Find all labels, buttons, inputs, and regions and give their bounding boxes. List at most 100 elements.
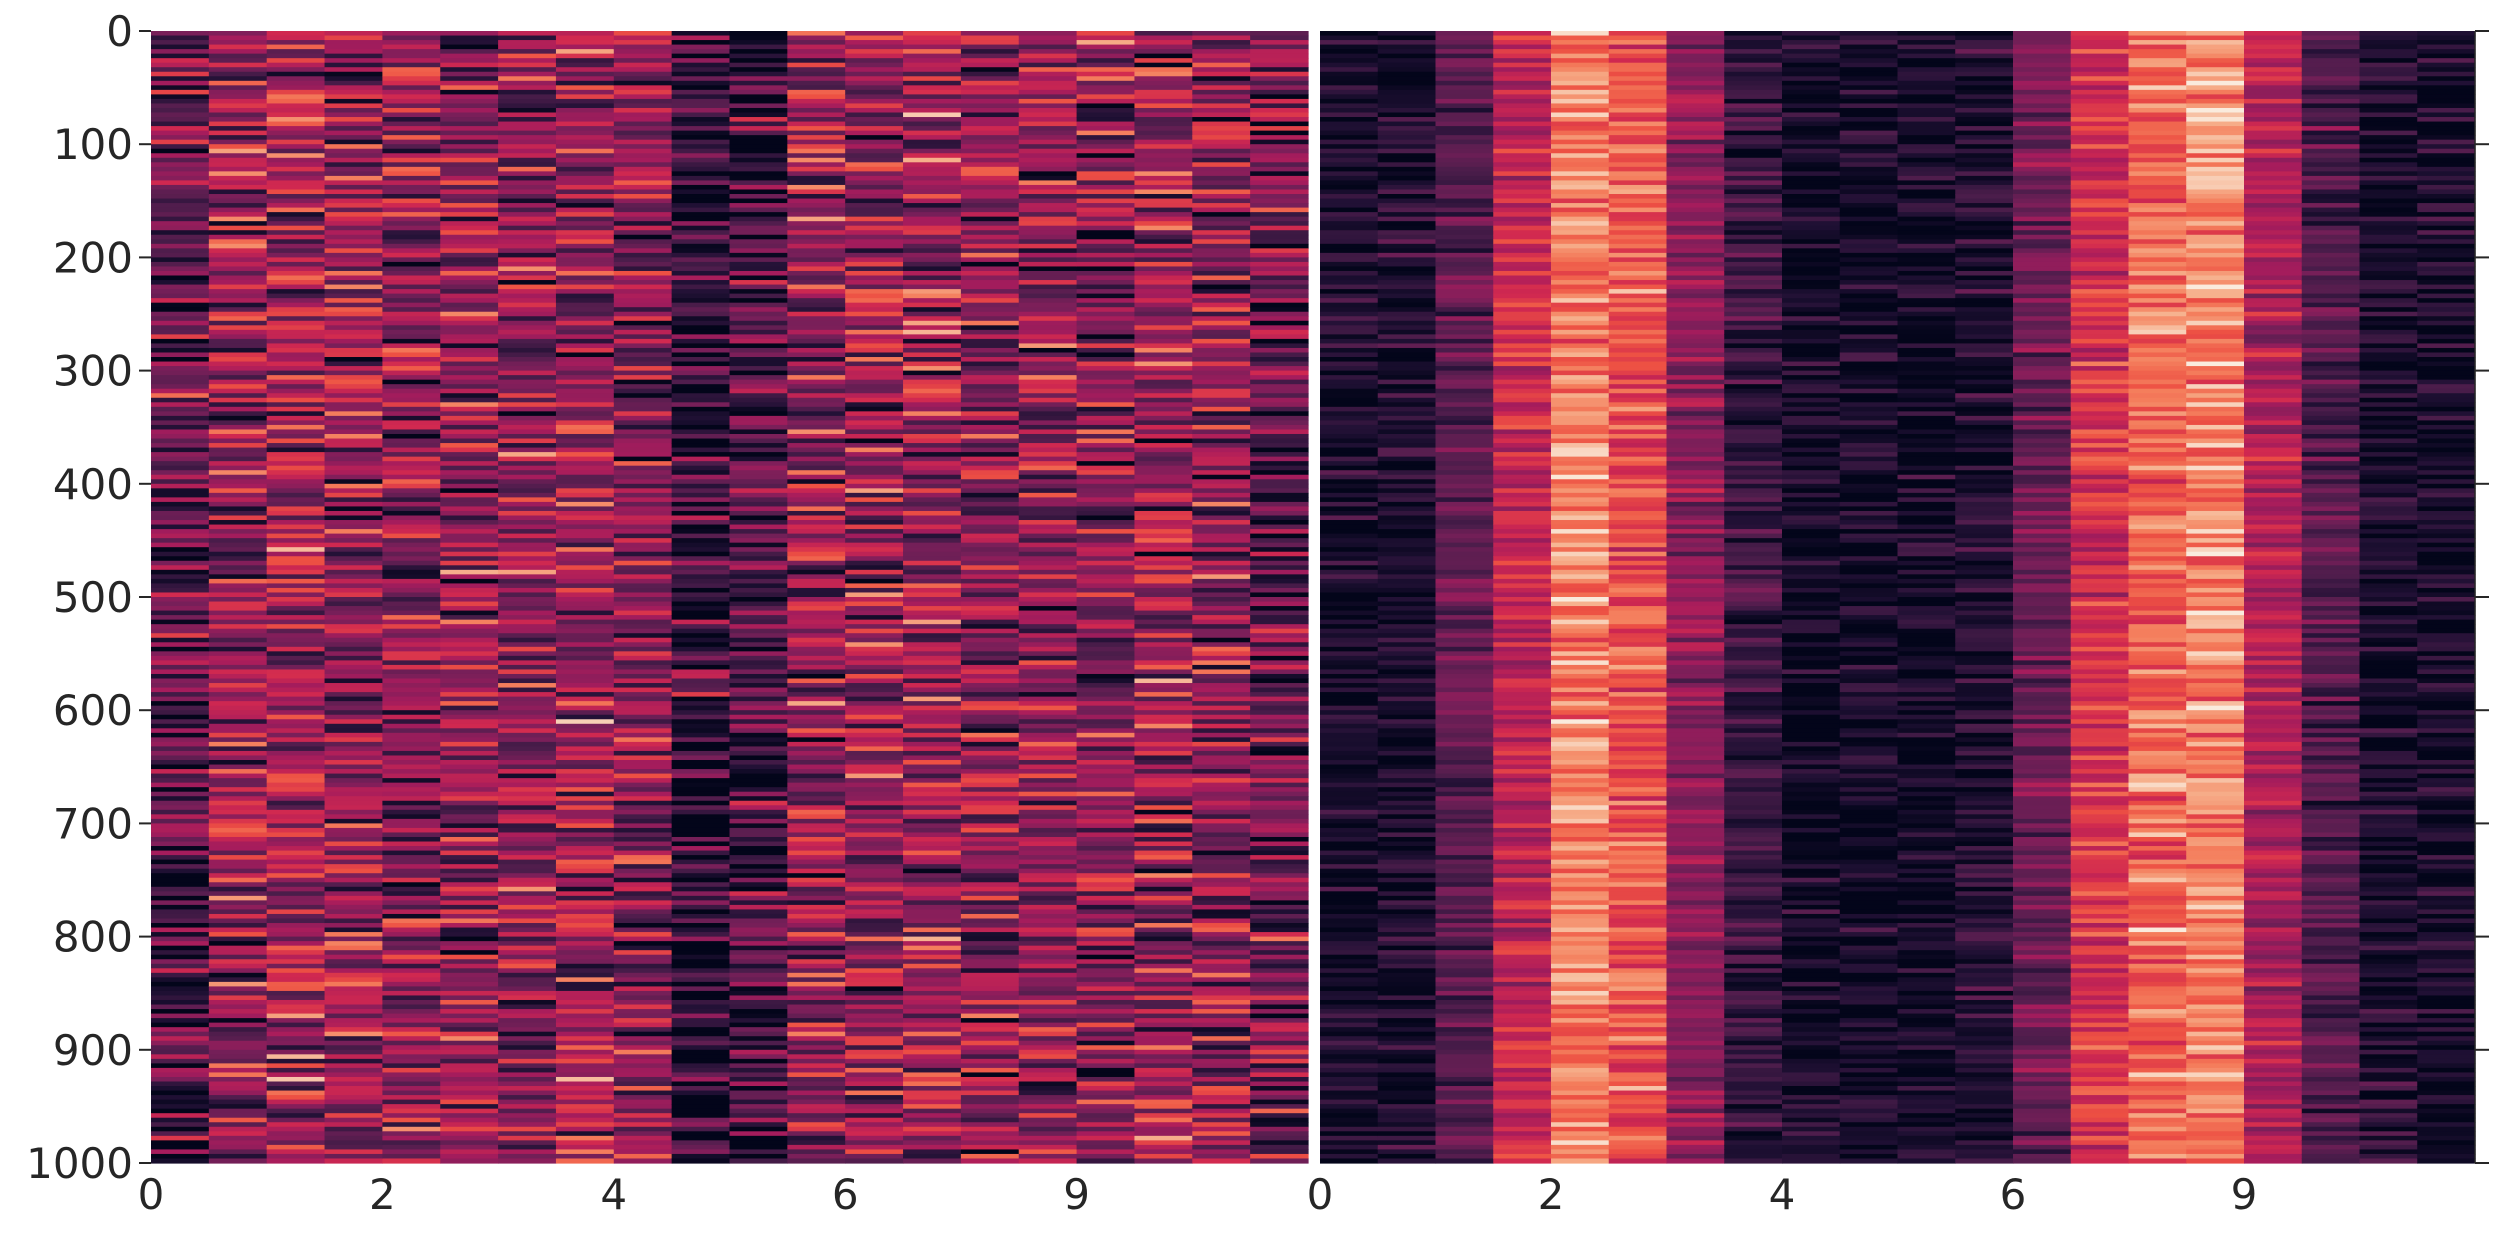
- heatmap-cell: [382, 873, 441, 879]
- heatmap-cell: [1018, 710, 1078, 716]
- heatmap-cell: [498, 805, 557, 811]
- heatmap-cell: [787, 678, 846, 684]
- heatmap-cell: [1018, 461, 1078, 467]
- heatmap-cell: [787, 927, 846, 933]
- heatmap-cell: [1076, 198, 1136, 204]
- heatmap-cell: [382, 741, 441, 748]
- heatmap-cell: [498, 216, 557, 222]
- heatmap-cell: [845, 506, 904, 512]
- heatmap-cell: [1134, 642, 1193, 648]
- heatmap-cell: [498, 941, 557, 947]
- heatmap-cell: [729, 139, 788, 145]
- heatmap-cell: [787, 40, 846, 46]
- heatmap-cell: [498, 927, 557, 933]
- heatmap-cell: [440, 103, 499, 109]
- heatmap-cell: [382, 818, 441, 824]
- heatmap-cell: [671, 1018, 731, 1024]
- heatmap-cell: [787, 424, 846, 431]
- heatmap-cell: [845, 597, 904, 603]
- heatmap-cell: [671, 832, 731, 838]
- heatmap-cell: [613, 624, 673, 630]
- heatmap-cell: [1076, 184, 1136, 191]
- heatmap-cell: [324, 823, 383, 829]
- heatmap-cell: [266, 882, 326, 888]
- heatmap-cell: [1018, 89, 1078, 95]
- heatmap-cell: [555, 619, 615, 625]
- heatmap-cell: [382, 1153, 441, 1160]
- heatmap-cell: [613, 135, 673, 141]
- heatmap-cell: [1076, 886, 1136, 892]
- heatmap-cell: [671, 823, 731, 829]
- heatmap-cell: [1134, 35, 1193, 41]
- heatmap-cell: [266, 171, 326, 177]
- heatmap-cell: [613, 225, 673, 231]
- heatmap-cell: [960, 873, 1020, 879]
- heatmap-cell: [787, 597, 846, 603]
- heatmap-cell: [1134, 447, 1193, 453]
- heatmap-cell: [960, 198, 1020, 204]
- heatmap-cell: [1192, 135, 1251, 141]
- heatmap-cell: [729, 320, 788, 326]
- heatmap-cell: [671, 750, 731, 757]
- heatmap-cell: [498, 1081, 557, 1087]
- heatmap-cell: [903, 1013, 962, 1019]
- heatmap-cell: [903, 470, 962, 476]
- heatmap-cell: [845, 814, 904, 820]
- heatmap-cell: [555, 705, 615, 711]
- heatmap-cell: [671, 705, 731, 711]
- heatmap-cell: [1134, 311, 1193, 317]
- heatmap-cell: [151, 728, 210, 734]
- heatmap-cell: [208, 53, 268, 59]
- heatmap-cell: [266, 551, 326, 557]
- heatmap-cell: [382, 864, 441, 870]
- heatmap-cell: [845, 433, 904, 440]
- heatmap-cell: [382, 1108, 441, 1114]
- heatmap-cell: [903, 465, 962, 471]
- heatmap-cell: [671, 941, 731, 947]
- heatmap-cell: [1018, 261, 1078, 268]
- heatmap-cell: [845, 701, 904, 707]
- heatmap-cell: [151, 366, 210, 372]
- heatmap-cell: [671, 44, 731, 50]
- heatmap-cell: [960, 194, 1020, 200]
- heatmap-cell: [498, 873, 557, 879]
- heatmap-cell: [1250, 107, 1309, 114]
- heatmap-cell: [440, 850, 499, 856]
- heatmap-cell: [324, 212, 383, 218]
- heatmap-cell: [613, 574, 673, 580]
- heatmap-cell: [208, 1140, 268, 1146]
- heatmap-cell: [266, 121, 326, 127]
- heatmap-cell: [787, 1058, 846, 1064]
- heatmap-cell: [960, 1099, 1020, 1105]
- heatmap-cell: [729, 347, 788, 354]
- heatmap-cell: [1250, 705, 1309, 711]
- heatmap-cell: [555, 166, 615, 172]
- heatmap-cell: [555, 999, 615, 1006]
- heatmap-cell: [555, 112, 615, 118]
- heatmap-cell: [960, 651, 1020, 657]
- heatmap-cell: [903, 664, 962, 671]
- heatmap-cell: [671, 687, 731, 693]
- heatmap-cell: [960, 913, 1020, 920]
- heatmap-cell: [613, 701, 673, 707]
- heatmap-cell: [382, 126, 441, 132]
- heatmap-cell: [208, 732, 268, 738]
- heatmap-cell: [1192, 578, 1251, 585]
- heatmap-cell: [266, 501, 326, 508]
- heatmap-cell: [787, 488, 846, 494]
- heatmap-cell: [845, 31, 904, 37]
- heatmap-cell: [1192, 950, 1251, 956]
- heatmap-cell: [960, 31, 1020, 37]
- heatmap-cell: [266, 542, 326, 548]
- heatmap-cell: [324, 841, 383, 847]
- heatmap-cell: [1192, 551, 1251, 557]
- heatmap-cell: [498, 755, 557, 761]
- heatmap-cell: [1018, 701, 1078, 707]
- heatmap-cell: [1192, 284, 1251, 290]
- heatmap-cell: [729, 415, 788, 422]
- heatmap-cell: [845, 171, 904, 177]
- heatmap-cell: [324, 565, 383, 571]
- heatmap-cell: [555, 239, 615, 245]
- heatmap-cell: [729, 1158, 788, 1164]
- heatmap-cell: [729, 796, 788, 802]
